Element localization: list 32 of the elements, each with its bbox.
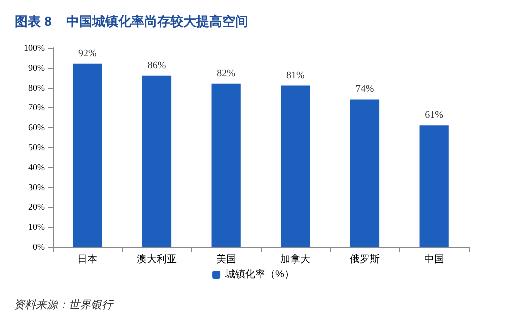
- data-label: 82%: [217, 68, 236, 80]
- y-tick-label: 60%: [28, 122, 46, 133]
- text: 资料来源：世界银行: [14, 298, 115, 312]
- data-label: 81%: [286, 70, 305, 82]
- y-tick-label: 0%: [33, 242, 46, 252]
- y-tick-label: 50%: [28, 142, 46, 152]
- y-tick-label: 80%: [28, 82, 46, 93]
- chart-title: 图表 8 中国城镇化率尚存较大提高空间: [15, 14, 248, 29]
- bar: [212, 84, 241, 247]
- data-label: 74%: [356, 84, 374, 96]
- data-label: 92%: [78, 48, 97, 60]
- data-label: 61%: [425, 110, 444, 122]
- bar: [350, 100, 380, 247]
- x-tick-label: 澳大利亚: [137, 254, 177, 266]
- y-tick-label: 10%: [28, 222, 46, 232]
- y-tick-label: 20%: [28, 202, 46, 212]
- y-tick-label: 70%: [28, 102, 46, 113]
- x-tick-label: 中国: [424, 254, 444, 266]
- bar: [142, 76, 172, 247]
- y-tick-label: 30%: [28, 182, 46, 192]
- x-tick-label: 俄罗斯: [350, 254, 380, 266]
- x-tick-label: 加拿大: [280, 254, 311, 266]
- data-label: 86%: [148, 60, 166, 72]
- x-tick-label: 日本: [78, 254, 98, 266]
- x-tick-label: 美国: [216, 254, 236, 266]
- bar: [420, 126, 449, 247]
- legend-label: 城镇化率（%）: [224, 268, 294, 280]
- bar: [281, 86, 310, 247]
- y-tick-label: 90%: [28, 62, 46, 73]
- bar: [73, 64, 102, 247]
- y-tick-label: 40%: [28, 162, 46, 172]
- y-tick-label: 100%: [24, 43, 46, 53]
